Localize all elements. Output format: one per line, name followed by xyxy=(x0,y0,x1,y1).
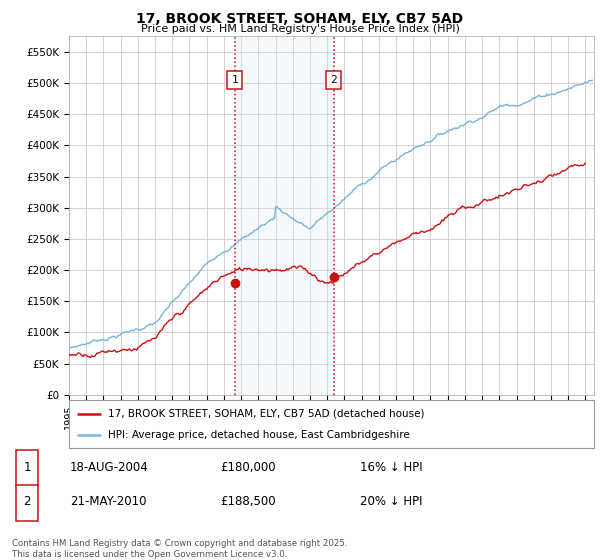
Text: 2: 2 xyxy=(330,75,337,85)
Text: 16% ↓ HPI: 16% ↓ HPI xyxy=(360,461,422,474)
Text: 18-AUG-2004: 18-AUG-2004 xyxy=(70,461,149,474)
Text: 1: 1 xyxy=(232,75,238,85)
Text: 2: 2 xyxy=(23,496,31,508)
Text: 1: 1 xyxy=(23,461,31,474)
Text: 17, BROOK STREET, SOHAM, ELY, CB7 5AD: 17, BROOK STREET, SOHAM, ELY, CB7 5AD xyxy=(136,12,464,26)
Text: 20% ↓ HPI: 20% ↓ HPI xyxy=(360,496,422,508)
FancyBboxPatch shape xyxy=(16,484,38,521)
Text: 21-MAY-2010: 21-MAY-2010 xyxy=(70,496,146,508)
Text: HPI: Average price, detached house, East Cambridgeshire: HPI: Average price, detached house, East… xyxy=(109,430,410,440)
Text: Contains HM Land Registry data © Crown copyright and database right 2025.
This d: Contains HM Land Registry data © Crown c… xyxy=(12,539,347,559)
Text: 17, BROOK STREET, SOHAM, ELY, CB7 5AD (detached house): 17, BROOK STREET, SOHAM, ELY, CB7 5AD (d… xyxy=(109,409,425,419)
Bar xyxy=(235,36,334,395)
Text: £180,000: £180,000 xyxy=(220,461,275,474)
FancyBboxPatch shape xyxy=(16,450,38,487)
Text: Price paid vs. HM Land Registry's House Price Index (HPI): Price paid vs. HM Land Registry's House … xyxy=(140,24,460,34)
Text: £188,500: £188,500 xyxy=(220,496,275,508)
